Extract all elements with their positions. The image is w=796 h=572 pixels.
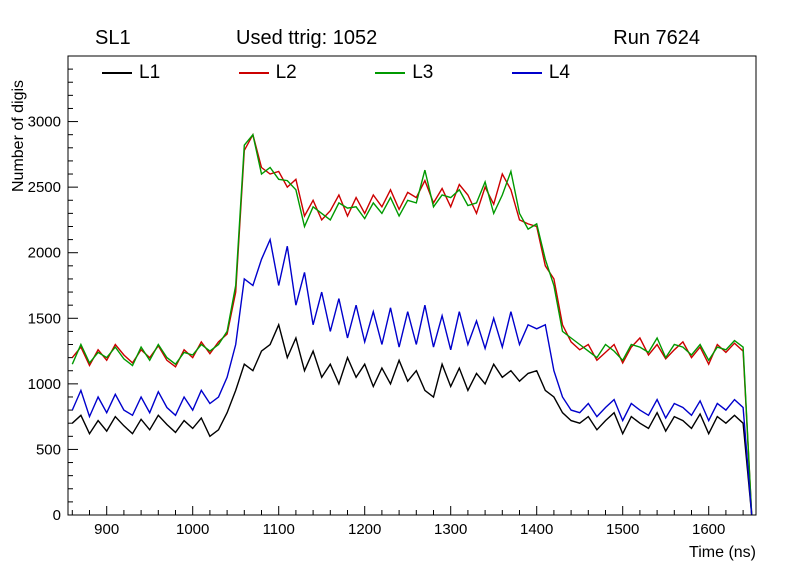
y-tick-label: 0 (53, 507, 61, 524)
legend-line-sample-l1 (102, 72, 132, 74)
x-tick-label: 1300 (434, 521, 467, 538)
y-tick-label: 1500 (28, 310, 61, 327)
legend-entry-l3: L3 (375, 62, 433, 84)
y-tick-label: 2000 (28, 245, 61, 262)
y-tick-label: 1000 (28, 376, 61, 393)
pad-title-center: Used ttrig: 1052 (236, 27, 378, 49)
legend-line-sample-l2 (238, 72, 269, 74)
legend-entry-l1: L1 (102, 62, 160, 84)
y-tick-label: 3000 (28, 114, 61, 131)
plot-frame (67, 55, 757, 516)
series-line-L1 (71, 322, 753, 516)
legend-line-sample-l4 (511, 72, 542, 74)
legend: L1 L2 L3 L4 (102, 62, 570, 84)
y-tick-label: 2500 (28, 179, 61, 196)
x-tick-label: 1100 (263, 521, 295, 538)
legend-label-l3: L3 (412, 62, 434, 83)
pad-title-right: Run 7624 (613, 27, 700, 49)
x-tick-label: 1000 (176, 521, 209, 538)
x-tick-label: 1500 (606, 521, 639, 538)
legend-label-l1: L1 (139, 62, 161, 83)
x-tick-label: 900 (94, 521, 119, 538)
series-line-L3 (71, 133, 753, 516)
x-axis-title: Time (ns) (689, 544, 756, 561)
y-tick-label: 500 (36, 441, 61, 458)
series-line-L4 (71, 237, 753, 516)
x-tick-label: 1600 (692, 521, 725, 538)
legend-entry-l2: L2 (238, 62, 297, 84)
x-tick-label: 1400 (520, 521, 553, 538)
legend-line-sample-l3 (375, 72, 406, 74)
legend-label-l4: L4 (548, 62, 570, 83)
legend-label-l2: L2 (275, 62, 297, 83)
series-line-L2 (71, 132, 753, 516)
x-tick-label: 1200 (348, 521, 381, 538)
legend-entry-l4: L4 (511, 62, 570, 84)
pad-title-left: SL1 (95, 27, 131, 49)
